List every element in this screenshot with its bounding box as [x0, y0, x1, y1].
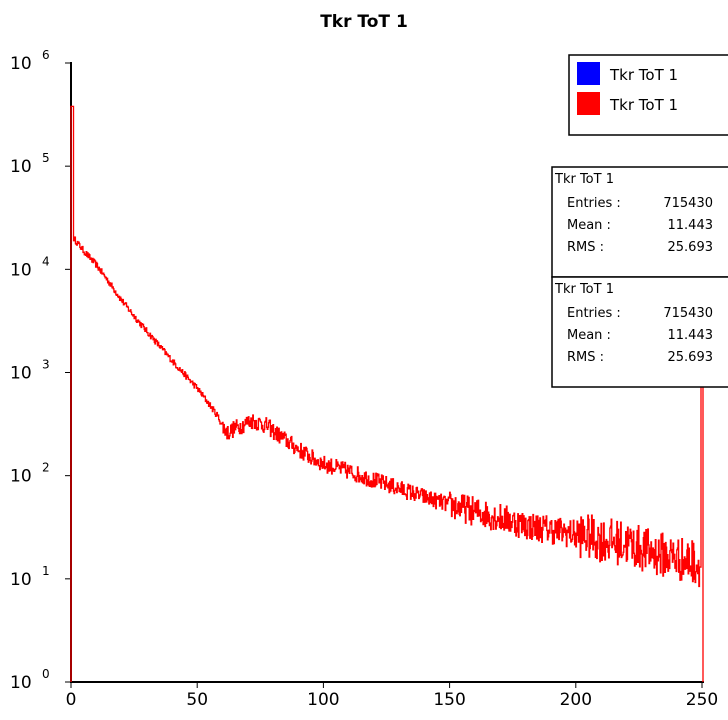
stats-row-value: 715430 [663, 196, 713, 211]
y-tick-base: 10 [10, 673, 32, 693]
x-tick-label: 200 [560, 690, 592, 710]
stats-row-value: 11.443 [668, 328, 714, 343]
stats-row-label: Entries : [567, 306, 621, 321]
x-tick-label: 0 [66, 690, 77, 710]
y-tick-base: 10 [10, 157, 32, 177]
stats-box-title: Tkr ToT 1 [554, 172, 614, 187]
stats-row-value: 11.443 [668, 218, 714, 233]
y-tick-exponent: 0 [42, 667, 50, 681]
stats-row-label: Mean : [567, 218, 611, 233]
chart-title: Tkr ToT 1 [320, 12, 408, 32]
stats-row-value: 25.693 [668, 350, 714, 365]
y-tick-base: 10 [10, 364, 32, 384]
y-tick-exponent: 2 [42, 461, 50, 475]
x-tick-label: 100 [307, 690, 339, 710]
x-tick-label: 250 [686, 690, 718, 710]
stats-row-value: 25.693 [668, 240, 714, 255]
stats-row-value: 715430 [663, 306, 713, 321]
stats-box-title: Tkr ToT 1 [554, 282, 614, 297]
x-tick-label: 150 [433, 690, 465, 710]
y-tick-base: 10 [10, 260, 32, 280]
y-tick-exponent: 5 [42, 151, 50, 165]
stats-row-label: RMS : [567, 240, 604, 255]
legend-swatch [577, 92, 600, 115]
y-tick-exponent: 6 [42, 48, 50, 62]
y-tick-base: 10 [10, 467, 32, 487]
stats-row-label: Mean : [567, 328, 611, 343]
x-tick-label: 50 [186, 690, 208, 710]
legend-label: Tkr ToT 1 [609, 96, 678, 114]
stats-row-label: Entries : [567, 196, 621, 211]
y-tick-exponent: 1 [42, 564, 50, 578]
legend-swatch [577, 62, 600, 85]
y-tick-base: 10 [10, 570, 32, 590]
stats-row-label: RMS : [567, 350, 604, 365]
y-tick-exponent: 3 [42, 358, 50, 372]
y-tick-exponent: 4 [42, 254, 50, 268]
y-tick-base: 10 [10, 54, 32, 74]
legend-label: Tkr ToT 1 [609, 66, 678, 84]
